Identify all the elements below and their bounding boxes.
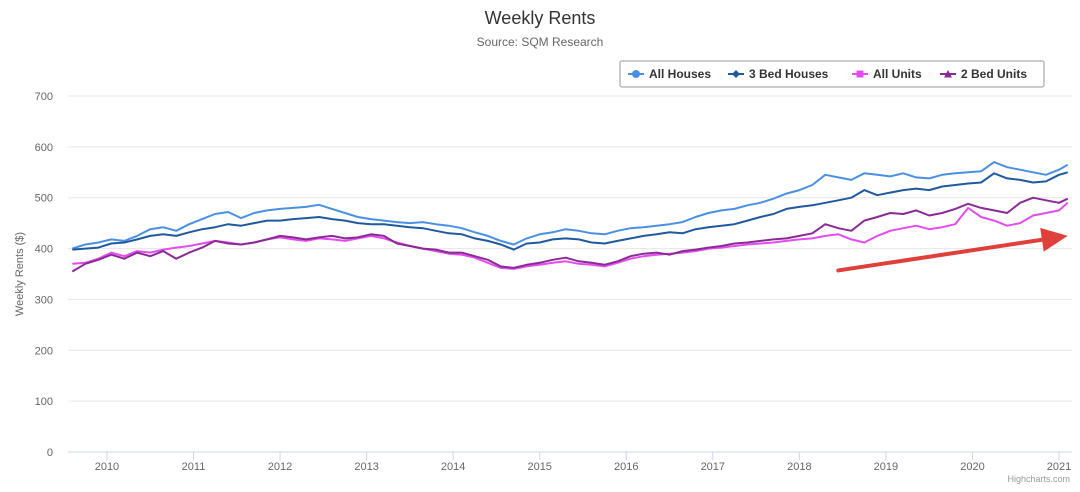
legend-label: All Houses — [649, 67, 711, 81]
x-tick-label: 2015 — [527, 461, 551, 473]
y-axis-title: Weekly Rents ($) — [14, 232, 26, 316]
credits-link[interactable]: Highcharts.com — [1007, 474, 1070, 484]
y-tick-label: 700 — [35, 91, 53, 103]
legend-marker-square — [856, 70, 864, 78]
y-tick-label: 300 — [35, 294, 53, 306]
series-line-1 — [71, 161, 1069, 250]
x-tick-label: 2010 — [95, 461, 119, 473]
annotation-arrow-head — [1040, 227, 1068, 252]
chart-subtitle: Source: SQM Research — [477, 35, 604, 49]
legend-item-3-bed-houses[interactable]: 3 Bed Houses — [728, 67, 829, 81]
x-tick-label: 2011 — [182, 461, 206, 473]
x-tick-label: 2016 — [614, 461, 638, 473]
legend-marker-circle — [632, 70, 640, 78]
grid-lines — [68, 95, 1072, 453]
legend-label: 2 Bed Units — [961, 67, 1027, 81]
y-tick-label: 500 — [35, 193, 53, 205]
annotation-layer — [836, 227, 1068, 273]
legend-item-2-bed-units[interactable]: 2 Bed Units — [940, 67, 1027, 81]
legend-box — [619, 60, 1045, 88]
legend[interactable]: All Houses 3 Bed Houses All Units 2 Bed Uni… — [619, 60, 1045, 88]
legend-label: All Units — [873, 67, 922, 81]
legend-marker-diamond — [732, 70, 740, 78]
series-line-4 — [71, 196, 1069, 273]
x-tick-label: 2018 — [787, 461, 811, 473]
y-axis: 0 100 200 300 400 500 600 700 — [35, 91, 53, 459]
x-tick-label: 2021 — [1047, 461, 1071, 473]
x-tick-label: 2013 — [354, 461, 378, 473]
chart-title: Weekly Rents — [485, 8, 596, 28]
series-layer — [71, 161, 1069, 273]
legend-item-all-houses[interactable]: All Houses — [628, 67, 711, 81]
y-tick-label: 200 — [35, 345, 53, 357]
x-tick-label: 2020 — [960, 461, 984, 473]
x-tick-label: 2012 — [268, 461, 292, 473]
legend-label: 3 Bed Houses — [749, 67, 829, 81]
series-line-2 — [72, 171, 1068, 251]
legend-item-all-units[interactable]: All Units — [852, 67, 922, 81]
x-tick-label: 2014 — [441, 461, 465, 473]
y-tick-label: 0 — [47, 447, 53, 459]
y-tick-label: 100 — [35, 396, 53, 408]
x-tick-label: 2017 — [701, 461, 725, 473]
x-tick-label: 2019 — [874, 461, 898, 473]
x-axis: 2010 2011 2012 2013 2014 2015 2016 2017 2018 2019… — [95, 452, 1071, 473]
legend-marker-triangle — [944, 70, 952, 78]
annotation-arrow-shaft — [836, 237, 1044, 273]
y-tick-label: 600 — [35, 142, 53, 154]
y-tick-label: 400 — [35, 244, 53, 256]
